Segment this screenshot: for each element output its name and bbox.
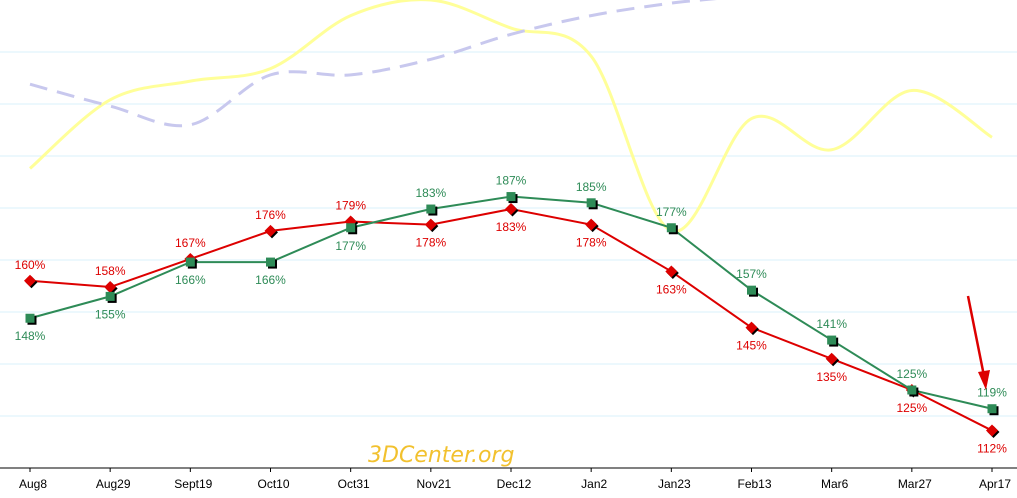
data-label-green: 125% — [896, 367, 927, 381]
data-label-green: 187% — [496, 174, 527, 188]
data-label-green: 141% — [816, 317, 847, 331]
background-series — [29, 0, 993, 233]
data-point-green — [586, 198, 596, 208]
x-tick-label: Apr17 — [979, 477, 1011, 491]
data-point-red — [745, 321, 758, 334]
data-point-green — [987, 404, 997, 414]
x-tick-label: Jan23 — [658, 477, 691, 491]
x-tick-label: Nov21 — [416, 477, 451, 491]
data-point-green — [105, 291, 115, 301]
data-label-green: 157% — [736, 267, 767, 281]
data-label-green: 183% — [415, 186, 446, 200]
data-point-green — [346, 223, 356, 233]
data-label-red: 183% — [496, 220, 527, 234]
data-series: 160% 148% 158% 155% 167% 166% 176% 166% 179% 177%… — [15, 174, 1008, 456]
x-tick-label: Mar27 — [898, 477, 932, 491]
data-label-red: 178% — [576, 236, 607, 250]
data-label-green: 148% — [15, 329, 46, 343]
data-point-red — [825, 352, 838, 365]
data-label-red: 145% — [736, 339, 767, 353]
data-label-green: 119% — [977, 386, 1007, 400]
data-point-red — [585, 218, 598, 231]
x-tick-label: Oct31 — [338, 477, 370, 491]
data-point-green — [506, 192, 516, 202]
data-point-red — [104, 281, 117, 294]
x-tick-label: Aug8 — [19, 477, 47, 491]
data-label-red: 135% — [816, 370, 847, 384]
data-label-red: 158% — [95, 264, 126, 278]
x-tick-label: Dec12 — [497, 477, 532, 491]
data-label-red: 125% — [896, 401, 927, 415]
data-point-red — [264, 224, 277, 237]
data-label-red: 176% — [255, 208, 286, 222]
x-tick-label: Mar6 — [821, 477, 849, 491]
data-label-red: 160% — [15, 258, 46, 272]
data-point-green — [426, 204, 436, 214]
data-label-green: 166% — [255, 273, 286, 287]
x-tick-label: Sept19 — [174, 477, 212, 491]
data-point-red — [665, 265, 678, 278]
data-label-green: 155% — [95, 307, 126, 321]
background-line-lavender — [29, 0, 717, 128]
x-tick-label: Feb13 — [737, 477, 771, 491]
data-point-green — [25, 313, 35, 323]
data-point-red — [986, 424, 998, 437]
x-tick-label: Oct10 — [257, 477, 289, 491]
data-point-green — [827, 335, 837, 345]
data-label-red: 163% — [656, 282, 687, 296]
grid-lines — [0, 51, 1017, 417]
x-tick-label: Aug29 — [96, 477, 131, 491]
background-line-yellow — [29, 0, 993, 233]
data-label-green: 166% — [175, 273, 206, 287]
data-label-red: 112% — [977, 442, 1007, 456]
watermark: 3DCenter.org — [368, 443, 514, 468]
data-label-red: 167% — [175, 236, 206, 250]
data-label-green: 177% — [656, 205, 687, 219]
data-point-green — [907, 385, 917, 395]
x-tick-label: Jan2 — [581, 477, 607, 491]
data-point-red — [424, 218, 437, 231]
data-label-green: 185% — [576, 180, 607, 194]
data-point-red — [505, 203, 517, 216]
data-point-green — [266, 257, 275, 267]
data-label-red: 179% — [335, 199, 366, 213]
x-axis-ticks: Aug8 Aug29 Sept19 Oct10 Oct31 Nov21 Dec12 Jan2 J… — [19, 468, 1011, 491]
data-label-red: 178% — [415, 236, 446, 250]
trend-arrow — [966, 295, 990, 390]
data-point-green — [747, 285, 756, 295]
data-point-green — [185, 257, 195, 267]
data-point-red — [24, 274, 36, 287]
data-point-green — [666, 223, 676, 233]
data-label-green: 177% — [335, 239, 366, 253]
